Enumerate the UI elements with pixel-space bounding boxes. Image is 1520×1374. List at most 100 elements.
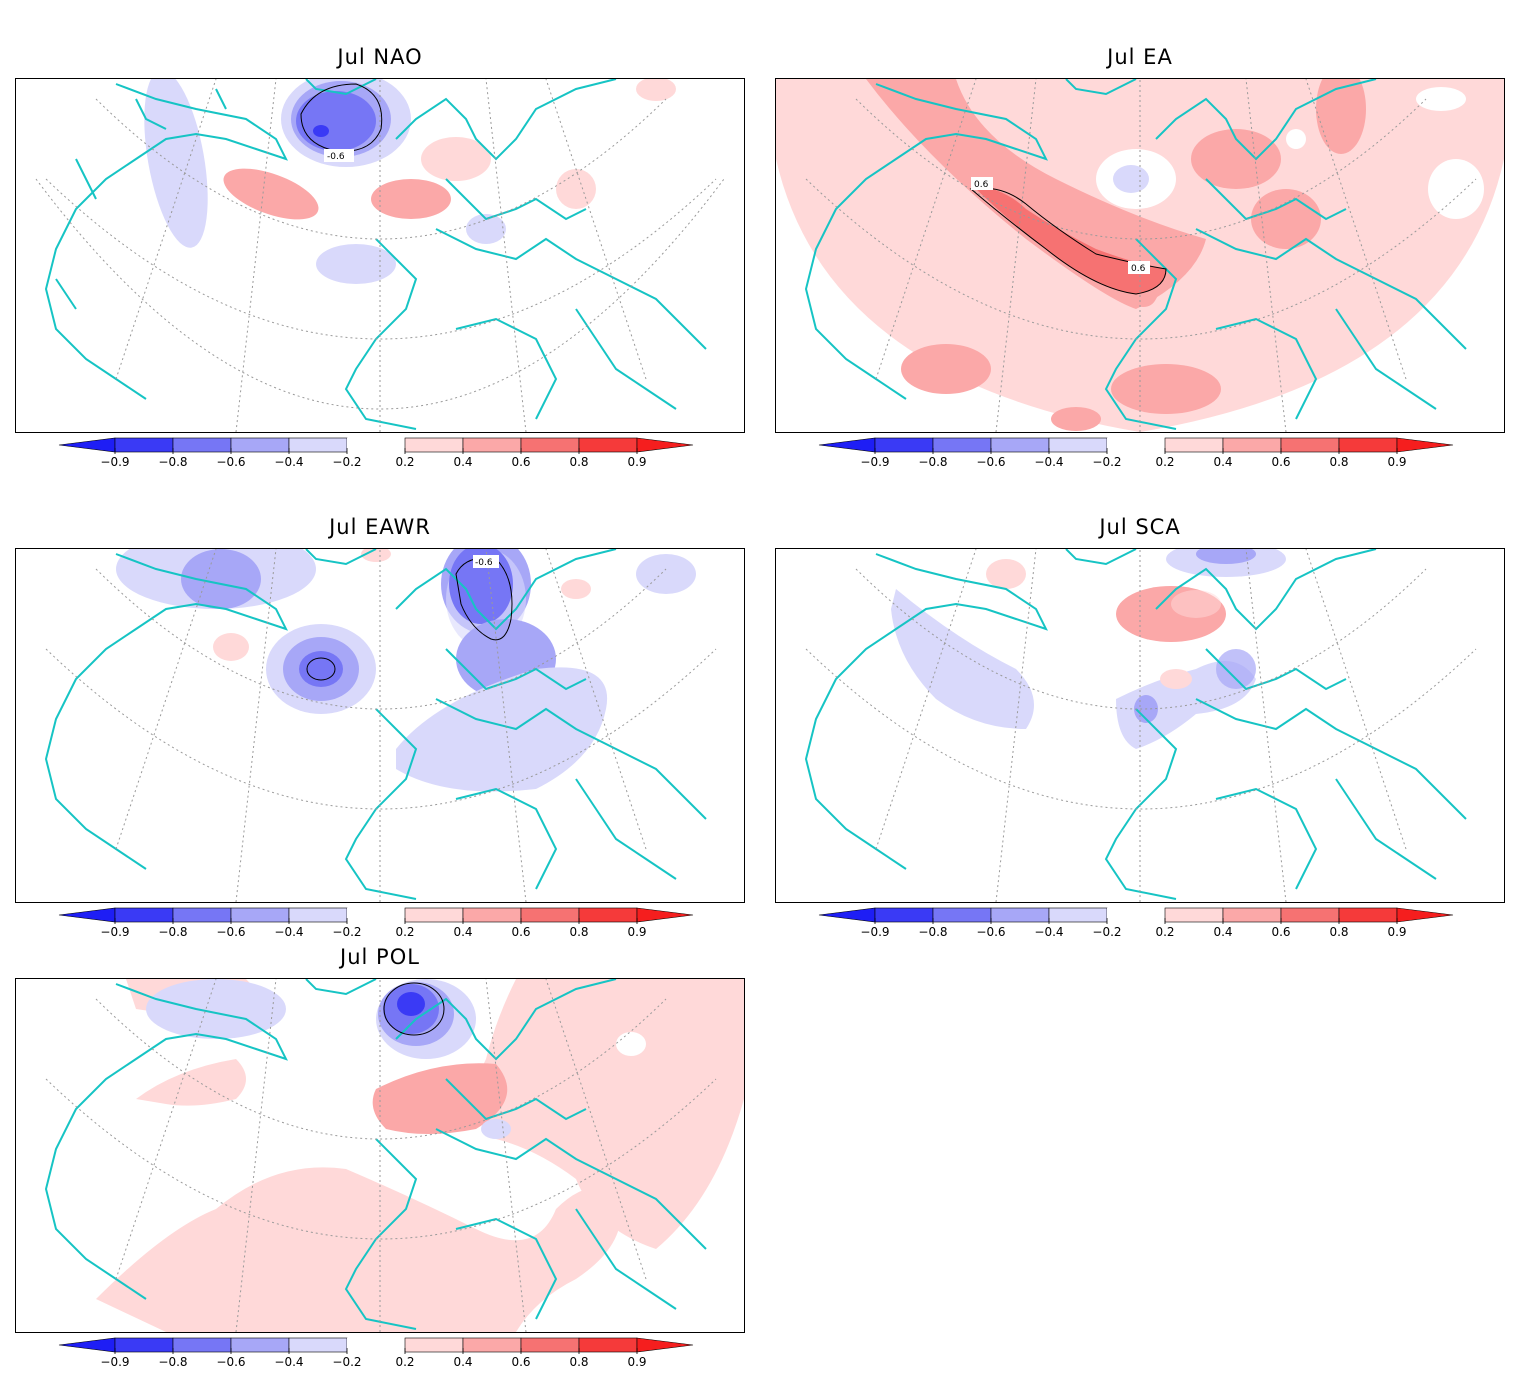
colorbar-swatch (172, 907, 232, 923)
colorbar-tick-label: −0.4 (274, 455, 303, 469)
colorbar-tick-label: −0.4 (274, 1355, 303, 1369)
colorbar-left-arrow (818, 437, 876, 453)
map-sca (775, 548, 1505, 903)
colorbar-tick-label: −0.2 (332, 455, 361, 469)
map-nao: -0.6 (15, 78, 745, 433)
colorbar-tick-label: 0.4 (453, 925, 472, 939)
colorbar-tick-label: 0.6 (1271, 455, 1290, 469)
colorbar-tick-label: −0.6 (216, 925, 245, 939)
colorbar-swatch (404, 907, 464, 923)
colorbar-tick-label: 0.8 (569, 455, 588, 469)
colorbar-tick-label: 0.8 (569, 1355, 588, 1369)
colorbar-tick-label: 0.9 (627, 455, 646, 469)
colorbar-swatch (1107, 908, 1165, 922)
colorbar-tick-label: −0.8 (158, 1355, 187, 1369)
colorbar-tick-label: 0.4 (453, 455, 472, 469)
graticule (45, 79, 717, 432)
colorbar-swatch (1048, 437, 1108, 453)
colorbar-tick-label: −0.2 (1092, 925, 1121, 939)
colorbar-swatch (874, 907, 934, 923)
colorbar-swatch (990, 437, 1050, 453)
colorbar-swatch (1164, 907, 1224, 923)
anomaly-fill (144, 79, 676, 284)
colorbar-tick-label: 0.8 (1329, 455, 1348, 469)
panel-title: Jul NAO (337, 45, 423, 69)
map-ea: 0.6 0.6 (775, 78, 1505, 433)
colorbar-right-arrow (636, 907, 694, 923)
graticule (805, 79, 1477, 432)
contour-line (306, 657, 336, 681)
colorbar-swatch (288, 907, 348, 923)
colorbar-swatch (932, 907, 992, 923)
colorbar-swatch (347, 438, 405, 452)
colorbar-swatch (230, 907, 290, 923)
map-pol (15, 978, 745, 1333)
colorbar-swatch (520, 1337, 580, 1353)
colorbar-swatch (1338, 907, 1398, 923)
colorbar-tick-label: 0.9 (627, 1355, 646, 1369)
colorbar-swatch (1280, 437, 1340, 453)
colorbar: −0.9 −0.8 −0.6 −0.4 −0.2 0.2 0.4 0.6 0.8 0.9 (818, 437, 1464, 474)
colorbar-right-arrow (636, 437, 694, 453)
colorbar-swatch (874, 437, 934, 453)
colorbar-swatch (1164, 437, 1224, 453)
contour-label: -0.6 (327, 152, 345, 162)
colorbar-tick-label: 0.6 (511, 925, 530, 939)
colorbar-tick-label: −0.4 (1034, 925, 1063, 939)
colorbar-swatch (114, 437, 174, 453)
colorbar: −0.9 −0.8 −0.6 −0.4 −0.2 0.2 0.4 0.6 0.8 0.9 (58, 1337, 704, 1374)
colorbar-left-arrow (58, 437, 116, 453)
graticule (45, 979, 717, 1332)
colorbar: −0.9 −0.8 −0.6 −0.4 −0.2 0.2 0.4 0.6 0.8 0.9 (58, 437, 704, 474)
map-eawr: -0.6 (15, 548, 745, 903)
colorbar-tick-label: −0.9 (860, 455, 889, 469)
colorbar-swatch (578, 437, 638, 453)
colorbar-tick-label: −0.6 (216, 455, 245, 469)
contour-line (300, 83, 383, 152)
colorbar-tick-label: −0.6 (976, 455, 1005, 469)
colorbar-tick-label: 0.2 (395, 925, 414, 939)
colorbar-tick-label: −0.2 (332, 1355, 361, 1369)
colorbar-tick-label: −0.8 (918, 455, 947, 469)
colorbar-left-arrow (818, 907, 876, 923)
contour-label: 0.6 (1131, 264, 1146, 274)
colorbar-tick-label: 0.2 (1155, 925, 1174, 939)
colorbar-swatch (114, 1337, 174, 1353)
colorbar: −0.9 −0.8 −0.6 −0.4 −0.2 0.2 0.4 0.6 0.8 0.9 (818, 907, 1464, 944)
colorbar-tick-label: −0.4 (274, 925, 303, 939)
colorbar-swatch (404, 437, 464, 453)
colorbar-tick-label: −0.6 (216, 1355, 245, 1369)
colorbar-tick-label: −0.9 (100, 925, 129, 939)
anomaly-fill (116, 549, 696, 792)
panel-title: Jul POL (340, 945, 420, 969)
colorbar-tick-label: 0.9 (1387, 455, 1406, 469)
anomaly-fill (891, 549, 1286, 749)
colorbar-tick-label: −0.8 (158, 455, 187, 469)
colorbar-swatch (172, 437, 232, 453)
colorbar-swatch (1107, 438, 1165, 452)
colorbar-swatch (347, 1338, 405, 1352)
colorbar-tick-label: 0.9 (1387, 925, 1406, 939)
colorbar-tick-label: 0.6 (511, 1355, 530, 1369)
contour-line (383, 982, 445, 1036)
colorbar-swatch (288, 437, 348, 453)
colorbar-tick-label: 0.6 (511, 455, 530, 469)
colorbar-swatch (1048, 907, 1108, 923)
colorbar-swatch (462, 907, 522, 923)
colorbar-swatch (462, 1337, 522, 1353)
contour-label: -0.6 (475, 558, 493, 568)
colorbar-tick-label: −0.8 (158, 925, 187, 939)
colorbar-swatch (1338, 437, 1398, 453)
anomaly-fill (96, 979, 744, 1332)
colorbar-swatch (520, 437, 580, 453)
colorbar-tick-label: 0.6 (1271, 925, 1290, 939)
graticule (805, 549, 1477, 902)
colorbar-tick-label: −0.8 (918, 925, 947, 939)
contour-line (969, 187, 1167, 295)
colorbar-tick-label: 0.8 (1329, 925, 1348, 939)
colorbar-swatch (172, 1337, 232, 1353)
colorbar-tick-label: −0.9 (860, 925, 889, 939)
colorbar-tick-label: −0.4 (1034, 455, 1063, 469)
colorbar-tick-label: −0.9 (100, 1355, 129, 1369)
colorbar-swatch (578, 1337, 638, 1353)
